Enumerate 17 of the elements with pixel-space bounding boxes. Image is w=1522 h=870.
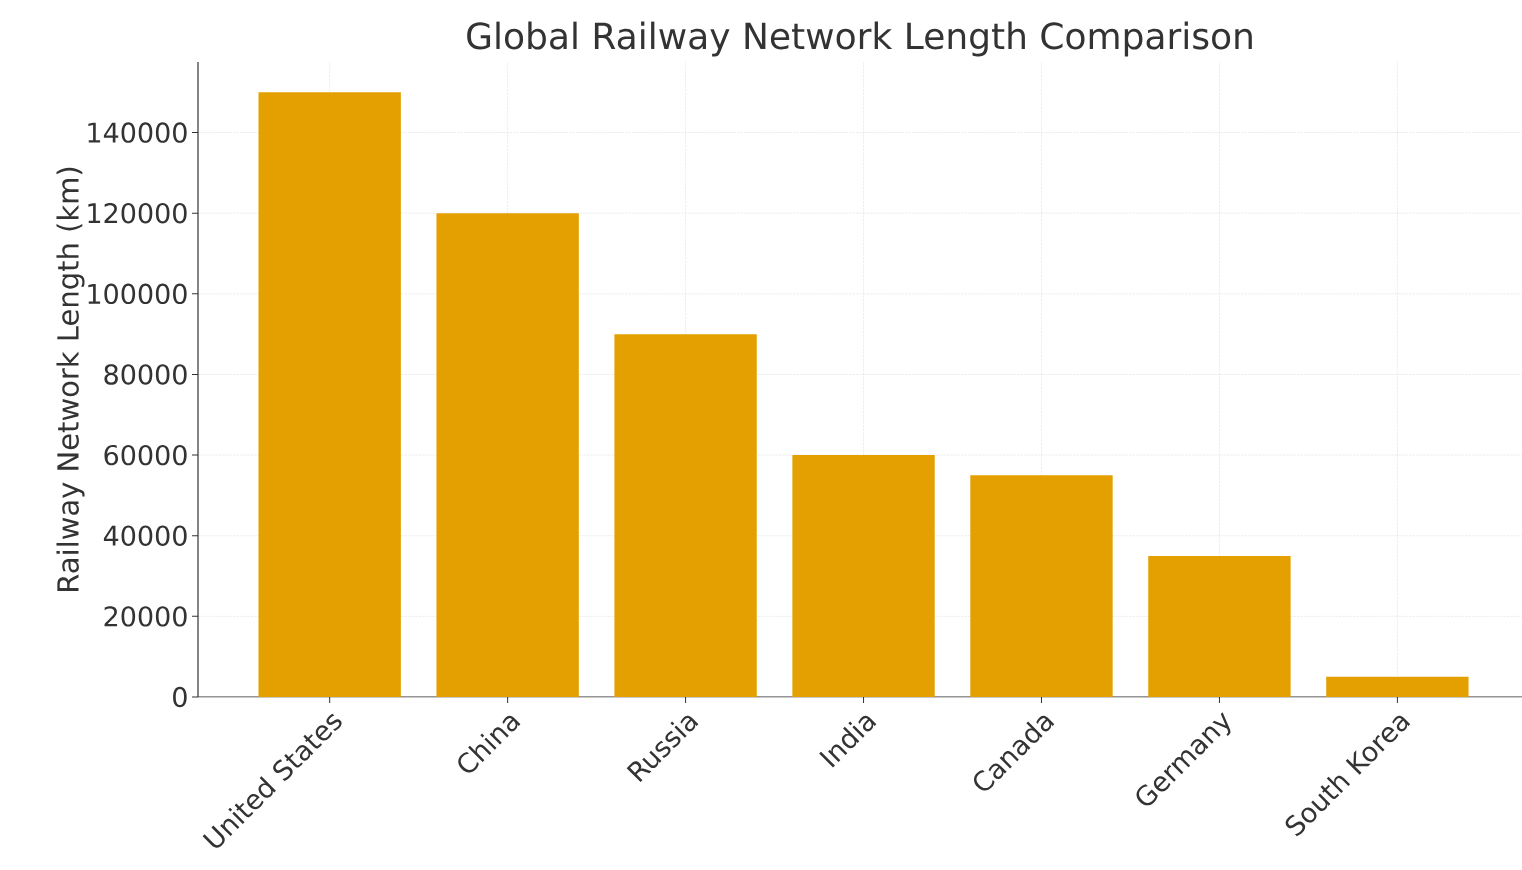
y-tick-label: 40000 (103, 525, 187, 546)
y-axis-title: Railway Network Length (km) (56, 167, 85, 591)
bar (436, 213, 579, 697)
y-tick-label: 0 (173, 686, 187, 708)
bar (970, 475, 1113, 697)
bar (614, 334, 757, 697)
y-tick-label: 140000 (88, 122, 187, 143)
y-tick-label: 20000 (104, 606, 187, 627)
bar (258, 92, 401, 697)
y-tick-label: 80000 (104, 364, 187, 385)
bar (1326, 676, 1469, 697)
y-tick-label: 120000 (88, 202, 187, 224)
bar (1148, 555, 1291, 697)
bar (792, 455, 935, 697)
y-tick-label: 60000 (104, 444, 187, 466)
y-tick-label: 100000 (88, 283, 187, 305)
chart-title: Global Railway Network Length Comparison (467, 21, 1252, 57)
